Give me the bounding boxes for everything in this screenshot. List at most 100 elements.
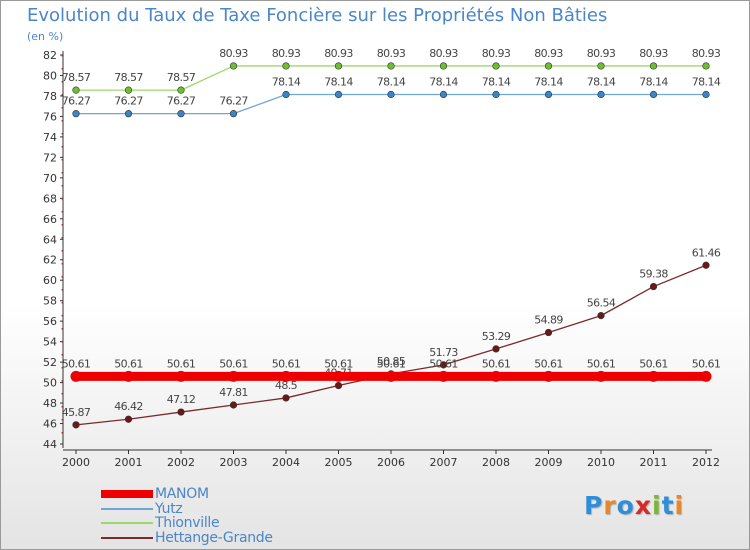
data-label-hettange-grande: 59.38	[639, 268, 668, 281]
x-tick-label: 2006	[377, 456, 405, 469]
data-label-thionville: 80.93	[324, 47, 353, 60]
data-label-manom: 50.61	[482, 357, 511, 370]
y-tick-label: 76	[43, 110, 57, 123]
x-tick-label: 2011	[640, 456, 668, 469]
data-label-manom: 50.61	[377, 357, 406, 370]
data-point-hettange-grande	[72, 421, 80, 429]
x-tick-label: 2007	[430, 456, 458, 469]
data-label-thionville: 80.93	[639, 47, 668, 60]
data-label-yutz: 76.27	[62, 95, 91, 108]
data-point-thionville	[124, 86, 133, 94]
data-point-yutz	[124, 110, 133, 118]
series-hettange-grande: 45.8746.4247.1247.8148.549.7150.8551.735…	[62, 246, 721, 429]
data-point-hettange-grande	[439, 361, 448, 369]
y-tick-label: 64	[43, 233, 57, 246]
y-tick-label: 56	[43, 315, 57, 328]
data-point-manom	[595, 370, 607, 382]
data-label-manom: 50.61	[534, 357, 563, 370]
y-tick-label: 52	[43, 356, 57, 369]
data-label-manom: 50.61	[219, 357, 248, 370]
series-yutz: 76.27 76.27 76.27 76.27 78.14 78.14 78.14 78.14…	[62, 76, 721, 118]
x-tick-label: 2003	[220, 456, 248, 469]
data-label-thionville: 80.93	[272, 47, 301, 60]
data-label-yutz: 78.14	[482, 76, 511, 89]
x-tick-label: 2005	[325, 456, 353, 469]
data-label-hettange-grande: 54.89	[534, 314, 563, 327]
data-label-thionville: 80.93	[482, 47, 511, 60]
y-tick-label: 66	[43, 213, 57, 226]
data-point-thionville	[649, 62, 658, 70]
data-point-hettange-grande	[492, 345, 500, 353]
data-point-hettange-grande	[544, 328, 553, 337]
y-tick-label: 50	[43, 377, 57, 390]
data-point-manom	[648, 370, 659, 382]
data-point-hettange-grande	[649, 282, 658, 291]
y-tick-label: 80	[43, 69, 57, 82]
data-point-manom	[70, 370, 82, 382]
y-tick-label: 68	[43, 192, 57, 205]
data-label-hettange-grande: 48.5	[275, 379, 298, 392]
data-point-thionville	[702, 62, 710, 70]
chart-title: Evolution du Taux de Taxe Foncière sur l…	[27, 5, 608, 26]
data-point-yutz	[334, 90, 343, 99]
data-point-hettange-grande	[597, 312, 605, 320]
x-tick-label: 2012	[692, 456, 720, 469]
data-label-manom: 50.61	[639, 357, 668, 370]
data-point-manom	[333, 370, 344, 382]
data-label-manom: 50.61	[692, 357, 721, 370]
data-point-manom	[123, 370, 134, 382]
data-label-yutz: 78.14	[639, 76, 668, 89]
data-label-hettange-grande: 56.54	[587, 297, 616, 310]
data-label-thionville: 78.57	[167, 71, 196, 84]
legend-item-yutz: Yutz	[101, 502, 273, 517]
legend-label-manom: MANOM	[155, 486, 209, 503]
data-label-thionville: 80.93	[219, 47, 248, 60]
data-label-yutz: 76.27	[167, 95, 196, 108]
legend-label-thionville: Thionville	[155, 515, 220, 532]
data-point-yutz	[282, 90, 290, 99]
data-label-thionville: 80.93	[587, 47, 616, 60]
legend-swatch-yutz	[101, 507, 153, 510]
data-point-thionville	[439, 62, 448, 70]
data-label-yutz: 78.14	[377, 76, 406, 89]
y-tick-label: 62	[43, 254, 57, 267]
data-label-thionville: 78.57	[62, 71, 91, 84]
data-label-thionville: 80.93	[534, 47, 563, 60]
data-point-thionville	[544, 62, 553, 70]
y-tick-label: 70	[43, 172, 57, 185]
data-point-hettange-grande	[702, 261, 710, 269]
data-point-thionville	[492, 62, 500, 70]
data-label-manom: 50.61	[62, 357, 91, 370]
data-label-thionville: 78.57	[114, 71, 143, 84]
data-point-yutz	[72, 110, 80, 118]
series-manom: 50.61 50.61 50.61 50.61 50.61 50.61 50.61 50.61…	[62, 357, 721, 382]
y-tick-label: 46	[43, 418, 57, 431]
data-label-thionville: 80.93	[377, 47, 406, 60]
data-point-hettange-grande	[282, 394, 290, 402]
data-label-hettange-grande: 47.81	[219, 386, 248, 399]
data-label-yutz: 78.14	[324, 76, 353, 89]
data-point-manom	[175, 370, 187, 382]
y-tick-label: 78	[43, 90, 57, 103]
data-label-hettange-grande: 50.85	[377, 355, 406, 368]
x-tick-label: 2004	[272, 456, 300, 469]
y-tick-label: 60	[43, 274, 57, 287]
legend-label-hettange-grande: Hettange-Grande	[155, 529, 273, 546]
data-label-yutz: 78.14	[587, 76, 616, 89]
data-point-yutz	[387, 90, 395, 99]
data-point-yutz	[649, 90, 658, 99]
proxiti-logo: Proxiti	[584, 491, 685, 520]
legend-swatch-manom	[101, 490, 153, 499]
legend-item-hettange-grande: Hettange-Grande	[101, 531, 273, 546]
data-label-manom: 50.61	[167, 357, 196, 370]
data-point-thionville	[72, 86, 80, 94]
data-point-yutz	[702, 90, 710, 99]
data-label-yutz: 78.14	[429, 76, 458, 89]
data-label-yutz: 78.14	[272, 76, 301, 89]
series-thionville: 78.57 78.57 78.57 80.93 80.93 80.93 80.93 80.93…	[62, 47, 721, 94]
data-point-hettange-grande	[124, 415, 133, 423]
data-label-yutz: 78.14	[534, 76, 563, 89]
data-label-hettange-grande: 51.73	[429, 346, 458, 359]
data-point-manom	[228, 370, 239, 382]
y-tick-label: 44	[43, 438, 57, 451]
